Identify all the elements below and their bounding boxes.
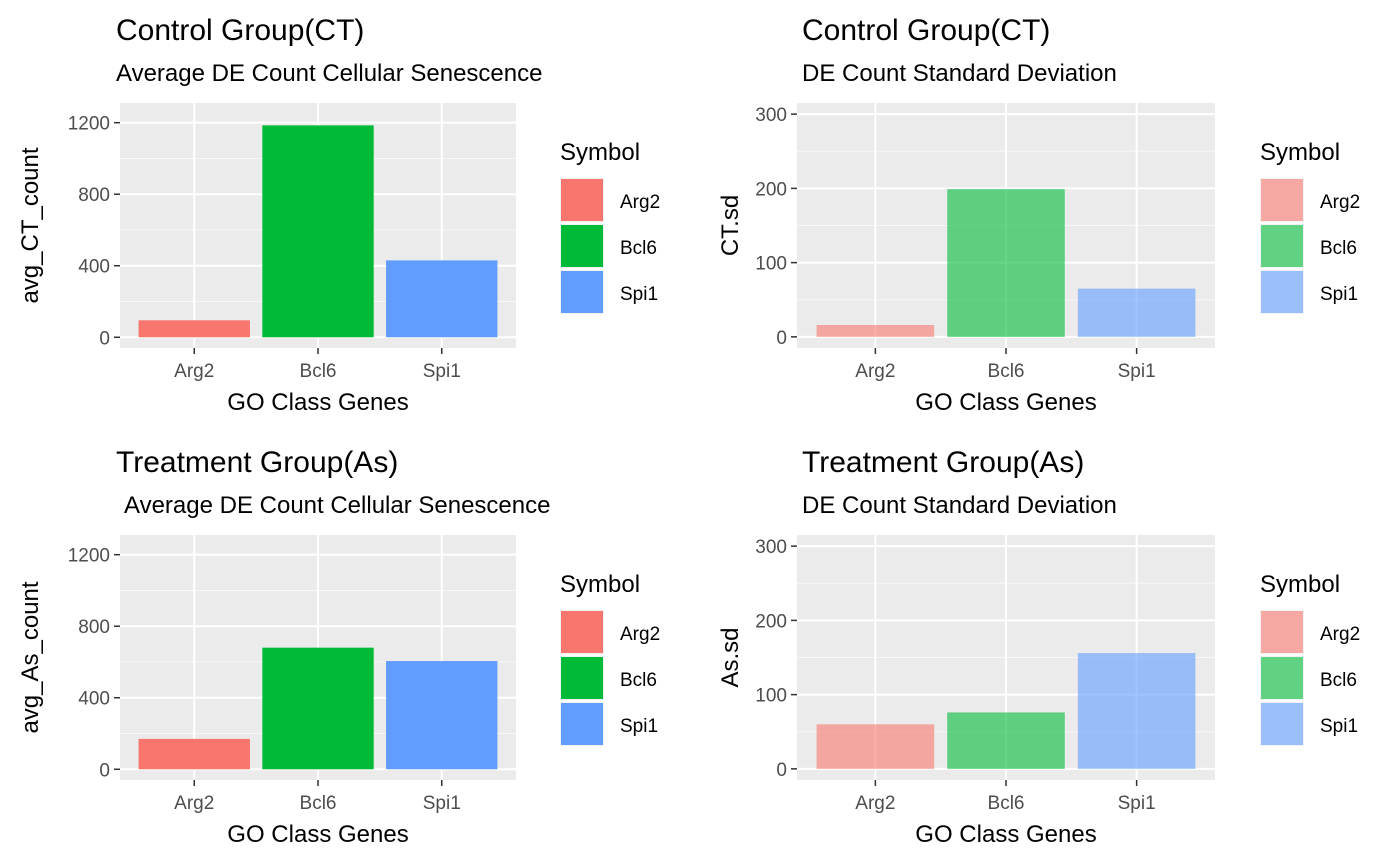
legend-label: Arg2: [620, 624, 660, 645]
y-axis-title: As.sd: [717, 627, 744, 687]
x-tick-label: Bcl6: [300, 361, 337, 382]
legend-swatch-spi1: [1261, 703, 1303, 745]
y-axis-title: CT.sd: [717, 195, 744, 256]
chart-subtitle: Average DE Count Cellular Senescence: [124, 492, 550, 519]
bar-bcl6: [262, 125, 374, 338]
x-tick-label: Arg2: [174, 793, 214, 814]
legend: Symbol Arg2 Bcl6 Spi1: [1260, 571, 1360, 746]
bar-spi1: [386, 661, 498, 770]
legend-swatch-arg2: [1261, 611, 1303, 653]
bar-arg2: [138, 320, 250, 338]
chart-panel-1: Control Group(CT) Average DE Count Cellul…: [17, 14, 660, 416]
y-tick-label: 200: [755, 179, 787, 200]
bar-bcl6: [947, 189, 1065, 337]
x-axis-title: GO Class Genes: [227, 821, 408, 848]
y-tick-label: 400: [78, 257, 110, 278]
y-tick-label: 100: [755, 254, 787, 275]
chart-title: Control Group(CT): [802, 14, 1050, 47]
legend-swatch-arg2: [561, 611, 603, 653]
x-tick-label: Bcl6: [988, 361, 1025, 382]
legend-swatch-arg2: [561, 179, 603, 221]
x-axis-title: GO Class Genes: [227, 389, 408, 416]
legend-label: Spi1: [1320, 284, 1358, 305]
bar-bcl6: [947, 712, 1065, 769]
legend-swatch-spi1: [561, 703, 603, 745]
x-tick-label: Spi1: [423, 361, 461, 382]
legend-title: Symbol: [560, 571, 640, 598]
x-tick-label: Spi1: [1118, 361, 1156, 382]
bar-arg2: [816, 324, 935, 337]
x-tick-label: Bcl6: [988, 793, 1025, 814]
legend-title: Symbol: [560, 139, 640, 166]
legend-swatch-spi1: [561, 271, 603, 313]
x-tick-label: Arg2: [855, 361, 895, 382]
y-tick-label: 300: [755, 105, 787, 126]
bar-arg2: [138, 738, 250, 770]
legend: Symbol Arg2 Bcl6 Spi1: [1260, 139, 1360, 314]
bar-spi1: [386, 260, 498, 338]
x-tick-label: Arg2: [855, 793, 895, 814]
x-axis-title: GO Class Genes: [915, 821, 1096, 848]
legend-label: Bcl6: [620, 238, 657, 259]
bar-arg2: [816, 724, 935, 769]
y-tick-label: 100: [755, 686, 787, 707]
chart-title: Treatment Group(As): [802, 446, 1084, 479]
legend-label: Spi1: [1320, 716, 1358, 737]
legend-swatch-bcl6: [1261, 225, 1303, 267]
chart-panel-2: Control Group(CT) DE Count Standard Devia…: [717, 14, 1360, 416]
chart-subtitle: DE Count Standard Deviation: [802, 60, 1117, 87]
legend-swatch-spi1: [1261, 271, 1303, 313]
y-tick-label: 0: [776, 760, 787, 781]
bar-bcl6: [262, 647, 374, 770]
legend-title: Symbol: [1260, 571, 1340, 598]
legend-label: Bcl6: [1320, 238, 1357, 259]
chart-panel-3: Treatment Group(As) Average DE Count Cell…: [17, 446, 660, 848]
y-tick-label: 400: [78, 689, 110, 710]
y-tick-label: 800: [78, 185, 110, 206]
legend: Symbol Arg2 Bcl6 Spi1: [560, 571, 660, 746]
x-tick-label: Spi1: [423, 793, 461, 814]
chart-title: Control Group(CT): [116, 14, 364, 47]
legend-swatch-bcl6: [561, 657, 603, 699]
y-tick-label: 200: [755, 611, 787, 632]
chart-title: Treatment Group(As): [116, 446, 398, 479]
y-axis-title: avg_CT_count: [17, 147, 44, 303]
legend-swatch-bcl6: [561, 225, 603, 267]
legend-swatch-arg2: [1261, 179, 1303, 221]
legend-label: Bcl6: [1320, 670, 1357, 691]
y-tick-label: 1200: [68, 114, 110, 135]
legend-label: Arg2: [620, 192, 660, 213]
legend-title: Symbol: [1260, 139, 1340, 166]
x-tick-label: Arg2: [174, 361, 214, 382]
chart-panel-4: Treatment Group(As) DE Count Standard Dev…: [717, 446, 1360, 848]
legend-label: Bcl6: [620, 670, 657, 691]
x-axis-title: GO Class Genes: [915, 389, 1096, 416]
x-tick-label: Spi1: [1118, 793, 1156, 814]
x-tick-label: Bcl6: [300, 793, 337, 814]
legend-swatch-bcl6: [1261, 657, 1303, 699]
y-tick-label: 0: [99, 328, 110, 349]
legend: Symbol Arg2 Bcl6 Spi1: [560, 139, 660, 314]
chart-subtitle: DE Count Standard Deviation: [802, 492, 1117, 519]
y-axis-title: avg_As_count: [17, 581, 44, 733]
chart-subtitle: Average DE Count Cellular Senescence: [116, 60, 542, 87]
legend-label: Arg2: [1320, 624, 1360, 645]
y-tick-label: 800: [78, 617, 110, 638]
bar-spi1: [1077, 288, 1196, 337]
bar-spi1: [1077, 653, 1196, 769]
legend-label: Spi1: [620, 716, 658, 737]
y-tick-label: 0: [776, 328, 787, 349]
y-tick-label: 1200: [68, 546, 110, 567]
y-tick-label: 300: [755, 537, 787, 558]
y-tick-label: 0: [99, 760, 110, 781]
legend-label: Arg2: [1320, 192, 1360, 213]
legend-label: Spi1: [620, 284, 658, 305]
